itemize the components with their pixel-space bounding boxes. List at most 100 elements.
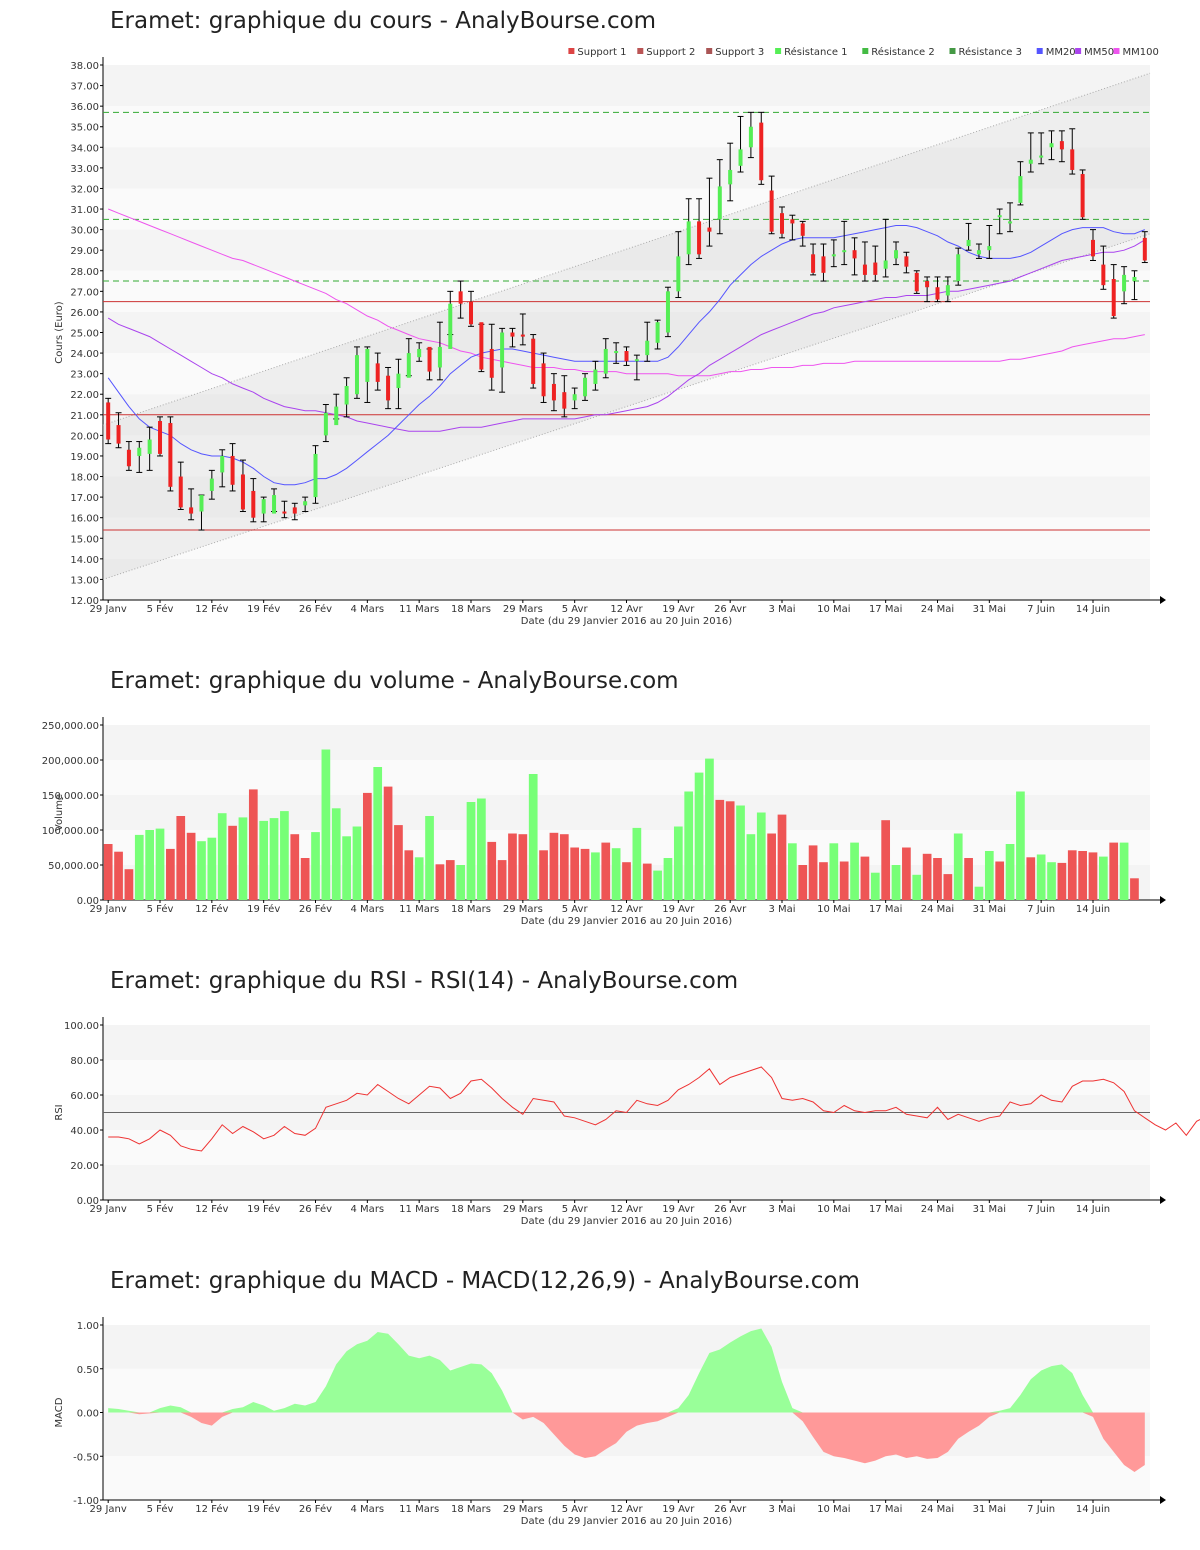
y-tick-label: 20.00 <box>70 431 99 442</box>
volume-bar <box>777 814 787 900</box>
candle-body <box>469 301 474 325</box>
volume-bar <box>1016 791 1025 900</box>
x-tick-label: 19 Fév <box>247 1203 280 1215</box>
x-tick-label: 12 Fév <box>195 903 228 915</box>
volume-bar <box>746 834 756 900</box>
x-tick-label: 19 Fév <box>247 603 280 615</box>
volume-bar <box>456 865 465 900</box>
background-band <box>103 229 1150 271</box>
volume-bar <box>466 802 476 900</box>
x-tick-label: 3 Mai <box>768 604 795 615</box>
y-tick-label: 25.00 <box>70 329 99 340</box>
candle-body <box>842 250 847 253</box>
y-tick-label: 29.00 <box>70 246 99 257</box>
macd-negative-area <box>108 1412 1145 1472</box>
legend-label: Résistance 3 <box>959 46 1022 58</box>
x-tick-label: 4 Mars <box>351 904 385 915</box>
x-tick-label: 11 Mars <box>399 604 439 615</box>
x-tick-label: 18 Mars <box>451 1504 491 1515</box>
x-tick-label: 29 Janv <box>90 904 127 915</box>
x-tick-label: 7 Juin <box>1027 1204 1055 1215</box>
x-tick-label: 5 Avr <box>562 1504 589 1515</box>
x-tick-label: 4 Mars <box>351 604 385 615</box>
candle-body <box>956 254 961 282</box>
background-band <box>103 65 1150 107</box>
volume-bar <box>331 808 341 900</box>
x-axis-arrow <box>1160 1496 1166 1504</box>
volume-bar <box>570 847 580 900</box>
candle-body <box>1028 159 1033 164</box>
y-tick-label: 250,000.00 <box>42 721 99 732</box>
candle-body <box>354 355 359 395</box>
candle-body <box>1070 149 1075 170</box>
candle-body <box>147 439 152 454</box>
legend-swatch <box>706 48 713 54</box>
x-tick-label: 24 Mai <box>921 904 954 915</box>
y-tick-label: 0.50 <box>77 1365 99 1376</box>
candle-body <box>759 122 764 181</box>
x-tick-label: 14 Juin <box>1076 1504 1110 1515</box>
x-tick-label: 29 Janv <box>90 1204 127 1215</box>
volume-bar <box>1026 857 1036 900</box>
x-tick-label: 31 Mai <box>973 1504 1006 1515</box>
x-tick-label: 11 Mars <box>399 1504 439 1515</box>
candle-body <box>1059 141 1064 150</box>
legend-swatch <box>637 48 644 54</box>
x-tick-label: 19 Avr <box>662 904 695 915</box>
volume-bar <box>290 834 300 900</box>
candle-body <box>313 453 318 498</box>
candle-body <box>624 351 629 362</box>
candle-body <box>914 272 919 292</box>
candle-body <box>987 246 992 251</box>
volume-bar <box>404 850 414 900</box>
volume-bar <box>829 843 839 900</box>
x-tick-label: 4 Mars <box>351 1204 385 1215</box>
volume-bar <box>850 842 859 900</box>
candle-body <box>883 260 888 269</box>
candle-body <box>976 250 981 255</box>
legend-swatch <box>1113 48 1120 54</box>
x-tick-label: 29 Janv <box>90 1504 127 1515</box>
candle-body <box>334 406 339 426</box>
x-tick-label: 12 Fév <box>195 1503 228 1515</box>
candle-body <box>189 507 194 514</box>
y-tick-label: 31.00 <box>70 205 99 216</box>
y-tick-label: 0.00 <box>77 1409 99 1420</box>
candle-body <box>686 221 691 255</box>
volume-bar <box>933 858 942 900</box>
x-axis-arrow <box>1160 1196 1166 1204</box>
candle-body <box>831 254 836 257</box>
macd-positive-area <box>108 1328 1145 1413</box>
legend-label: MM50 <box>1084 47 1114 58</box>
candle-body <box>748 126 753 148</box>
candle-body <box>272 495 277 514</box>
x-tick-label: 3 Mai <box>768 1204 795 1215</box>
candle-body <box>1122 274 1127 292</box>
x-tick-label: 26 Fév <box>299 903 332 915</box>
x-tick-label: 14 Juin <box>1076 904 1110 915</box>
volume-bar <box>1067 850 1077 900</box>
y-tick-label: 34.00 <box>70 143 99 154</box>
rsi-line <box>108 1066 1200 1152</box>
volume-bar <box>953 833 963 900</box>
candle-body <box>1039 155 1044 158</box>
y-tick-label: 14.00 <box>70 555 99 566</box>
volume-bar <box>300 858 310 900</box>
x-tick-label: 5 Avr <box>562 604 589 615</box>
candle-body <box>448 303 453 349</box>
volume-bar <box>259 820 269 900</box>
volume-bar <box>311 832 320 900</box>
candle-body <box>614 351 619 354</box>
candle-body <box>1101 264 1106 286</box>
volume-bar <box>1098 856 1108 900</box>
x-axis-title: Date (du 29 Janvier 2016 au 20 Juin 2016… <box>521 1216 733 1227</box>
x-tick-label: 4 Mars <box>351 1504 385 1515</box>
candle-body <box>676 256 681 292</box>
candle-body <box>178 476 183 508</box>
y-tick-label: -1.00 <box>73 1496 99 1507</box>
y-axis-title: RSI <box>54 1104 65 1120</box>
background-band <box>103 1025 1150 1060</box>
y-tick-label: 13.00 <box>70 575 99 586</box>
volume-bar <box>1109 842 1119 900</box>
candle-body <box>562 392 567 409</box>
